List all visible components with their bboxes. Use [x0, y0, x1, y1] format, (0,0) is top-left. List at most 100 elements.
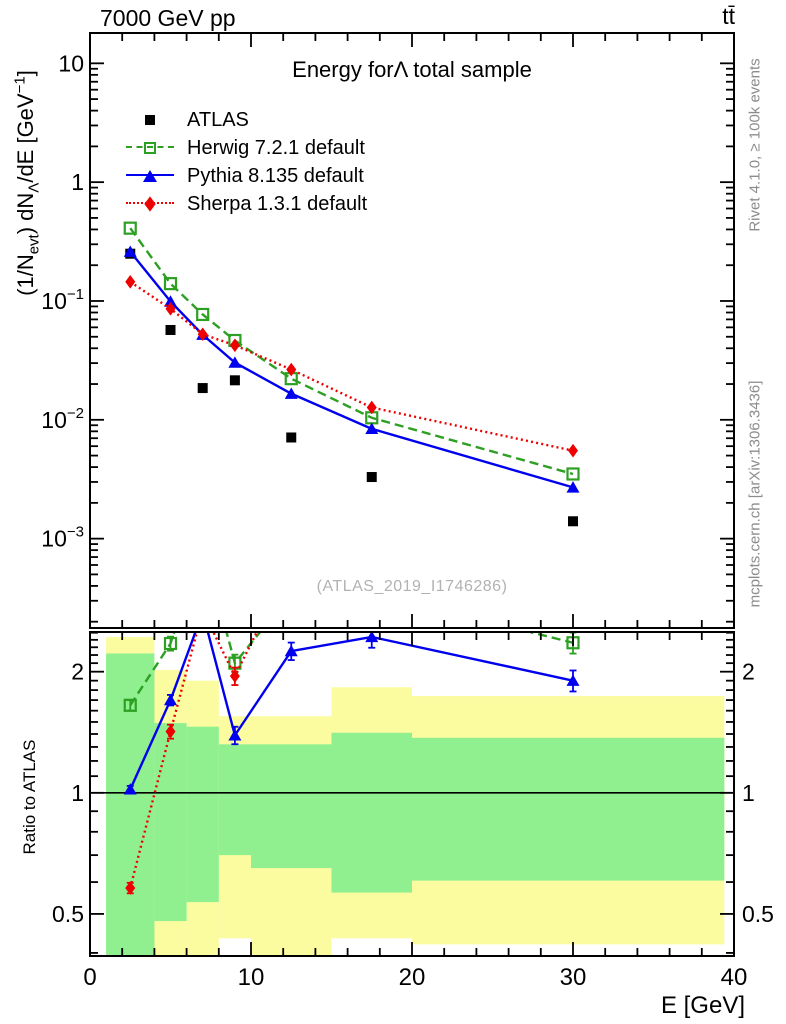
marker-pythia: [566, 674, 580, 686]
y-axis-label-main: (1/Nevt) dNΛ/dE [GeV−1]: [12, 70, 43, 296]
legend-marker-shape: [145, 115, 155, 125]
marker-sherpa: [229, 669, 240, 683]
y-tick-label-main: 10−3: [41, 524, 84, 552]
sherpa-dotted-diamond-icon: [126, 192, 174, 216]
legend-label: Pythia 8.135 default: [187, 164, 364, 187]
band-green: [331, 732, 412, 893]
ylabel-part: ) dN: [12, 192, 38, 235]
marker-sherpa: [198, 604, 208, 618]
marker-pythia: [365, 632, 379, 643]
marker-pythia: [284, 387, 298, 399]
marker-pythia: [566, 481, 580, 493]
band-green: [412, 737, 725, 881]
ratio-uncertainty-bands: [106, 636, 725, 956]
ylabel-part: ]: [12, 70, 38, 77]
marker-sherpa: [125, 275, 136, 289]
x-tick-label: 0: [83, 964, 96, 991]
legend: ATLAS Herwig 7.2.1 default Pythia 8.135 …: [126, 106, 367, 218]
ylabel-sup-exp: −1: [11, 76, 29, 94]
marker-sherpa: [367, 550, 377, 564]
marker-herwig: [566, 467, 580, 481]
marker-atlas: [286, 432, 297, 443]
marker-pythia: [123, 245, 137, 257]
marker-pythia: [284, 644, 298, 657]
marker-sherpa: [366, 400, 377, 415]
ylabel-sub-lambda: Λ: [25, 182, 43, 193]
ylabel-sub-evt: evt: [25, 234, 43, 255]
marker-sherpa: [165, 724, 176, 739]
marker-pythia: [164, 693, 177, 706]
marker-sherpa: [125, 881, 136, 895]
ratio-series: [123, 538, 580, 895]
marker-herwig: [163, 277, 178, 291]
band-green: [186, 726, 219, 903]
legend-label: Sherpa 1.3.1 default: [187, 192, 368, 215]
legend-item-herwig: Herwig 7.2.1 default: [126, 134, 367, 162]
y-tick-label-ratio-left: 1: [71, 780, 84, 806]
y-axis-label-ratio: Ratio to ATLAS: [20, 739, 39, 855]
marker-atlas: [165, 324, 176, 335]
main-series: [123, 221, 580, 527]
analysis-id-watermark: (ATLAS_2019_I1746286): [316, 578, 508, 595]
mcplots-arxiv-note: mcplots.cern.ch [arXiv:1306.3436]: [746, 380, 764, 608]
band-green: [154, 723, 187, 922]
x-tick-label: 30: [560, 964, 587, 991]
legend-label: ATLAS: [187, 108, 249, 131]
atlas-square-marker-icon: [126, 108, 174, 132]
herwig-dashed-open-square-icon: [126, 136, 174, 160]
x-tick-label: 10: [238, 964, 265, 991]
axis-tick-labels: 0 10 20 30 40E [GeV] 10 1 10−1 10−2 10−3 0.5 0.5 1 1 2…: [41, 50, 774, 1019]
legend-item-sherpa: Sherpa 1.3.1 default: [126, 190, 367, 218]
marker-sherpa: [568, 443, 578, 458]
y-tick-label-main: 10−1: [41, 286, 84, 314]
marker-pythia: [228, 356, 242, 368]
marker-atlas: [366, 472, 377, 483]
marker-pythia: [228, 729, 242, 741]
marker-pythia: [164, 295, 177, 307]
legend-marker-shape: [144, 196, 156, 212]
y-tick-label-ratio-left: 0.5: [52, 901, 84, 927]
marker-sherpa: [229, 338, 240, 353]
y-tick-label-main: 10: [58, 50, 84, 76]
pythia-solid-triangle-icon: [126, 164, 174, 188]
marker-sherpa: [286, 556, 296, 570]
marker-atlas: [229, 375, 240, 386]
legend-label: Herwig 7.2.1 default: [187, 136, 365, 159]
marker-atlas: [568, 516, 578, 527]
y-tick-label-ratio-right: 1: [742, 780, 755, 806]
x-tick-label: 20: [399, 964, 426, 991]
rivet-version-note: Rivet 4.1.0, ≥ 100k events: [746, 58, 764, 232]
legend-item-pythia: Pythia 8.135 default: [126, 162, 367, 190]
y-tick-label-main: 1: [71, 169, 84, 195]
y-tick-label-ratio-right: 2: [742, 659, 755, 685]
legend-item-atlas: ATLAS: [126, 106, 367, 134]
marker-pythia: [196, 606, 209, 617]
plot-title: Energy forΛ total sample: [292, 57, 532, 82]
legend-marker-shape: [143, 170, 157, 182]
band-green: [218, 744, 251, 856]
y-tick-label-main: 10−2: [41, 405, 84, 433]
y-tick-label-ratio-left: 2: [71, 659, 84, 685]
band-green: [251, 744, 332, 869]
legend-line: [126, 146, 174, 148]
legend-marker-shape: [144, 142, 156, 154]
marker-herwig: [123, 698, 137, 712]
marker-herwig: [123, 221, 137, 235]
beam-energy-label: 7000 GeV pp: [100, 5, 236, 31]
axis-ticks: [89, 33, 735, 956]
ylabel-part: (1/N: [12, 254, 38, 296]
marker-sherpa: [286, 362, 297, 377]
marker-herwig: [163, 636, 178, 651]
marker-herwig: [196, 307, 210, 322]
marker-atlas: [197, 383, 208, 394]
process-label: tt̄: [722, 3, 735, 29]
marker-pythia: [123, 783, 137, 795]
marker-pythia: [365, 422, 379, 435]
marker-sherpa: [197, 327, 208, 342]
marker-herwig: [197, 538, 208, 549]
ylabel-part: /dE [GeV: [12, 93, 38, 183]
x-tick-label: 40: [721, 964, 748, 991]
x-axis-title: E [GeV]: [661, 992, 745, 1019]
